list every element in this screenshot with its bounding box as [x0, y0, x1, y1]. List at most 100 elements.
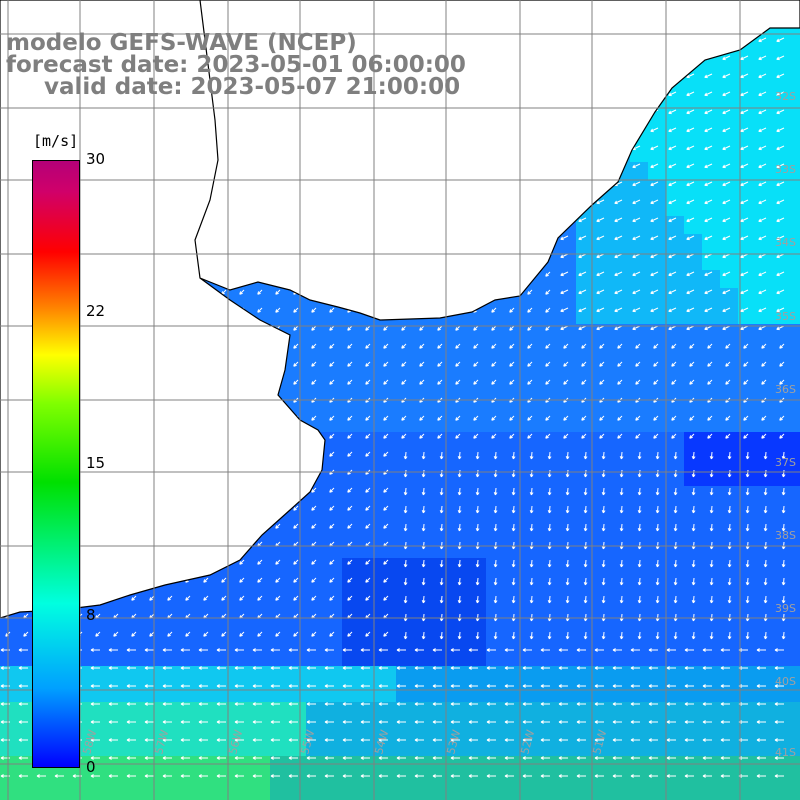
wind-arrow	[686, 307, 695, 313]
wind-arrow	[578, 253, 587, 259]
wind-arrow	[578, 235, 587, 241]
wind-arrow	[704, 163, 713, 169]
wind-arrow	[758, 307, 767, 313]
wind-arrow	[311, 325, 317, 331]
wind-arrow	[257, 289, 263, 295]
colorbar-tick-label: 0	[86, 758, 96, 776]
wind-arrow	[740, 217, 749, 223]
wind-arrow	[578, 271, 587, 277]
wind-arrow	[740, 253, 749, 259]
wind-arrow	[578, 289, 587, 295]
wind-arrow	[329, 307, 335, 313]
latitude-label: 34S	[775, 236, 796, 249]
latitude-label: 38S	[775, 529, 796, 542]
colorbar-unit-label: [m/s]	[33, 132, 79, 150]
wind-arrow	[668, 271, 677, 277]
wind-arrow	[545, 307, 551, 313]
wind-arrow	[668, 235, 677, 241]
wind-arrow	[311, 307, 317, 313]
wind-arrow	[596, 235, 605, 241]
wind-arrow	[776, 307, 785, 313]
wind-arrow	[614, 199, 623, 205]
wind-arrow	[578, 217, 587, 223]
wind-arrow	[668, 127, 677, 133]
wind-arrow	[560, 253, 569, 259]
wind-arrow	[614, 235, 623, 241]
wind-arrow	[686, 235, 695, 241]
wind-arrow	[740, 163, 749, 169]
wind-arrow	[614, 289, 623, 295]
wind-arrow	[686, 145, 695, 151]
wind-arrow	[578, 307, 587, 313]
wind-arrow	[704, 199, 713, 205]
wind-arrow	[704, 109, 713, 115]
wind-arrow	[686, 199, 695, 205]
wind-arrow	[740, 145, 749, 151]
wind-arrow	[722, 145, 731, 151]
wind-arrow	[740, 307, 749, 313]
latitude-label: 33S	[775, 163, 796, 176]
wind-arrow	[722, 307, 731, 313]
wind-arrow	[632, 163, 641, 169]
wind-arrow	[776, 271, 785, 277]
latitude-label: 40S	[775, 675, 796, 688]
wind-arrow	[596, 217, 605, 223]
wind-arrow	[509, 307, 515, 313]
wind-arrow	[686, 271, 695, 277]
wind-arrow	[722, 91, 731, 97]
wind-arrow	[257, 307, 263, 313]
wind-arrow	[776, 73, 785, 79]
wind-arrow	[758, 163, 767, 169]
wind-arrow	[758, 55, 767, 61]
wind-arrow	[668, 163, 677, 169]
wind-arrow	[275, 289, 281, 295]
wind-arrow	[668, 217, 677, 223]
wind-arrow	[632, 271, 641, 277]
wind-arrow	[776, 289, 785, 295]
wind-arrow	[740, 289, 749, 295]
wind-arrow	[668, 91, 677, 97]
wind-arrow	[704, 181, 713, 187]
wind-arrow	[722, 289, 731, 295]
wind-arrow	[740, 271, 749, 277]
wind-arrow	[776, 55, 785, 61]
wind-arrow	[650, 253, 659, 259]
wind-arrow	[704, 289, 713, 295]
wind-arrow	[758, 181, 767, 187]
wind-arrow	[560, 235, 569, 241]
wind-arrow	[560, 289, 569, 295]
wind-arrow	[650, 271, 659, 277]
wind-arrow	[686, 217, 695, 223]
latitude-label: 36S	[775, 383, 796, 396]
wind-arrow	[632, 217, 641, 223]
wind-arrow	[740, 199, 749, 205]
wind-arrow	[668, 109, 677, 115]
wind-arrow	[596, 199, 605, 205]
wind-arrow	[668, 289, 677, 295]
wind-arrow	[596, 289, 605, 295]
wind-arrow	[758, 271, 767, 277]
wind-arrow	[758, 73, 767, 79]
colorbar-tick-label: 8	[86, 606, 96, 624]
wind-arrow	[560, 307, 569, 313]
wind-arrow	[668, 199, 677, 205]
wind-arrow	[650, 127, 659, 133]
wind-arrow	[722, 181, 731, 187]
wind-arrow	[650, 235, 659, 241]
wind-arrow	[722, 253, 731, 259]
wind-arrow	[650, 199, 659, 205]
wind-arrow	[704, 145, 713, 151]
wind-arrow	[686, 253, 695, 259]
wind-arrow	[704, 217, 713, 223]
wind-arrow	[704, 91, 713, 97]
wind-arrow	[776, 199, 785, 205]
wind-arrow	[740, 181, 749, 187]
wind-arrow	[668, 181, 677, 187]
wind-arrow	[776, 181, 785, 187]
wind-arrow	[722, 199, 731, 205]
wind-arrow	[614, 253, 623, 259]
wind-arrow	[758, 91, 767, 97]
wind-arrow	[527, 289, 533, 295]
wind-arrow	[722, 109, 731, 115]
wind-arrow	[650, 163, 659, 169]
